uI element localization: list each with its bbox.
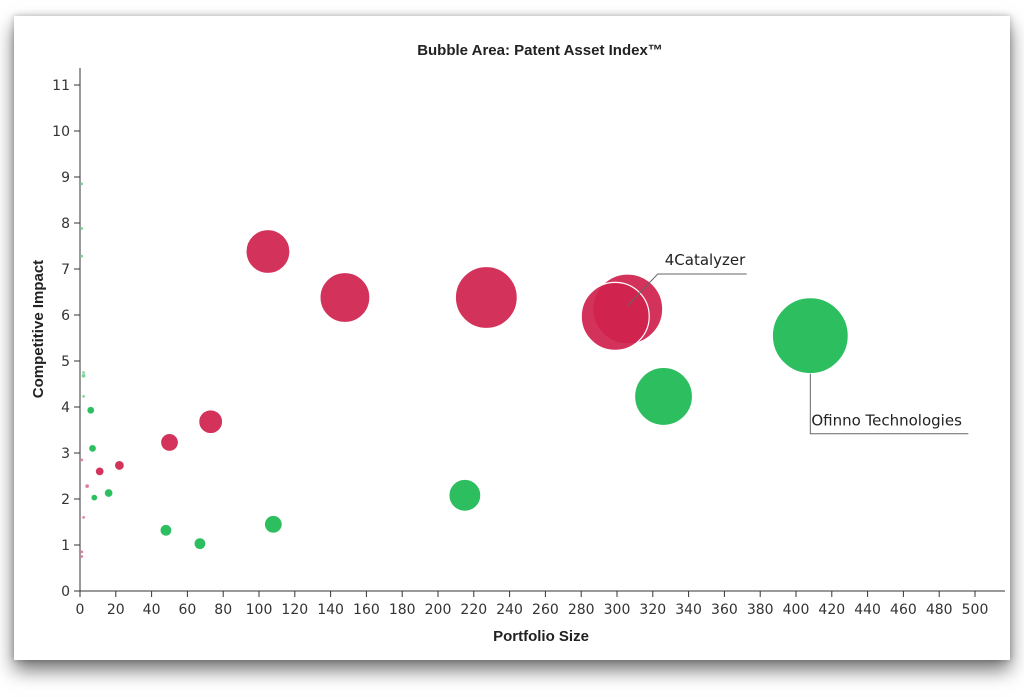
y-tick-label: 4 bbox=[61, 400, 70, 416]
y-tick-label: 11 bbox=[52, 78, 70, 94]
bubble-point[interactable] bbox=[87, 406, 95, 414]
bubble-point[interactable] bbox=[81, 370, 86, 375]
x-tick-label: 320 bbox=[639, 602, 666, 618]
y-tick-label: 8 bbox=[61, 216, 70, 232]
x-tick-label: 480 bbox=[926, 602, 953, 618]
y-tick-label: 7 bbox=[61, 262, 70, 278]
bubble-point[interactable] bbox=[580, 281, 650, 351]
bubble-point[interactable] bbox=[159, 523, 173, 537]
bubble-point[interactable] bbox=[633, 366, 694, 427]
x-tick-label: 80 bbox=[214, 602, 232, 618]
annotation-label: Ofinno Technologies bbox=[811, 412, 962, 430]
y-tick-label: 6 bbox=[61, 308, 70, 324]
bubble-point[interactable] bbox=[198, 409, 224, 435]
bubble-point[interactable] bbox=[159, 432, 180, 453]
x-tick-label: 360 bbox=[711, 602, 738, 618]
x-tick-label: 280 bbox=[568, 602, 595, 618]
bubble-point[interactable] bbox=[88, 444, 97, 453]
x-tick-label: 220 bbox=[460, 602, 487, 618]
x-tick-label: 380 bbox=[747, 602, 774, 618]
annotation-leader bbox=[809, 373, 969, 435]
x-tick-label: 60 bbox=[178, 602, 196, 618]
x-tick-label: 160 bbox=[353, 602, 380, 618]
x-tick-label: 0 bbox=[76, 602, 85, 618]
x-tick-label: 240 bbox=[496, 602, 523, 618]
bubble-point[interactable] bbox=[85, 483, 90, 489]
axes: 0 20 40 60 80 100 120 140 160 180 200 220 240 260 280 3… bbox=[52, 68, 1005, 618]
chart-title: Bubble Area: Patent Asset Index™ bbox=[417, 42, 663, 59]
x-tick-label: 460 bbox=[890, 602, 917, 618]
x-axis-label: Portfolio Size bbox=[493, 628, 589, 645]
bubble-point[interactable] bbox=[263, 514, 283, 534]
y-tick-label: 9 bbox=[61, 170, 70, 186]
bubble-point[interactable] bbox=[95, 467, 104, 476]
y-tick-label: 10 bbox=[52, 124, 70, 140]
x-tick-label: 100 bbox=[246, 602, 273, 618]
bubble-point[interactable] bbox=[193, 537, 207, 551]
bubbles bbox=[80, 182, 849, 559]
bubble-point[interactable] bbox=[91, 494, 98, 501]
bubble-point[interactable] bbox=[81, 515, 86, 520]
bubble-point[interactable] bbox=[319, 271, 371, 324]
y-tick-label: 3 bbox=[61, 446, 70, 462]
x-tick-label: 300 bbox=[604, 602, 631, 618]
bubble-point[interactable] bbox=[113, 459, 125, 472]
x-tick-label: 500 bbox=[962, 602, 989, 618]
annotations: 4Catalyzer Ofinno Technologies bbox=[627, 251, 969, 435]
bubble-point[interactable] bbox=[454, 265, 518, 330]
annotation-leader bbox=[627, 273, 747, 306]
y-tick-label: 5 bbox=[61, 354, 70, 370]
x-tick-label: 40 bbox=[143, 602, 161, 618]
y-tick-label: 2 bbox=[61, 492, 70, 508]
bubble-point[interactable] bbox=[80, 550, 84, 554]
x-tick-label: 20 bbox=[107, 602, 125, 618]
bubble-point[interactable] bbox=[80, 458, 84, 462]
bubble-point[interactable] bbox=[771, 297, 849, 375]
x-tick-label: 120 bbox=[281, 602, 308, 618]
x-tick-label: 260 bbox=[532, 602, 559, 618]
annotation-label: 4Catalyzer bbox=[665, 251, 746, 269]
x-tick-label: 200 bbox=[425, 602, 452, 618]
bubble-point[interactable] bbox=[80, 254, 84, 258]
y-tick-label: 0 bbox=[61, 584, 70, 600]
bubble-point[interactable] bbox=[80, 226, 84, 231]
bubble-point[interactable] bbox=[448, 478, 482, 512]
bubble-point[interactable] bbox=[245, 228, 291, 275]
x-tick-label: 340 bbox=[675, 602, 702, 618]
y-axis-label: Competitive Impact bbox=[30, 260, 47, 398]
bubble-point[interactable] bbox=[104, 488, 113, 498]
bubble-point[interactable] bbox=[80, 182, 84, 186]
bubble-point[interactable] bbox=[81, 373, 86, 378]
x-tick-label: 420 bbox=[818, 602, 845, 618]
x-tick-label: 440 bbox=[854, 602, 881, 618]
bubble-point[interactable] bbox=[81, 394, 86, 399]
x-tick-label: 180 bbox=[389, 602, 416, 618]
bubble-point[interactable] bbox=[80, 554, 84, 559]
y-tick-label: 1 bbox=[61, 538, 70, 554]
x-tick-label: 400 bbox=[783, 602, 810, 618]
x-tick-label: 140 bbox=[317, 602, 344, 618]
